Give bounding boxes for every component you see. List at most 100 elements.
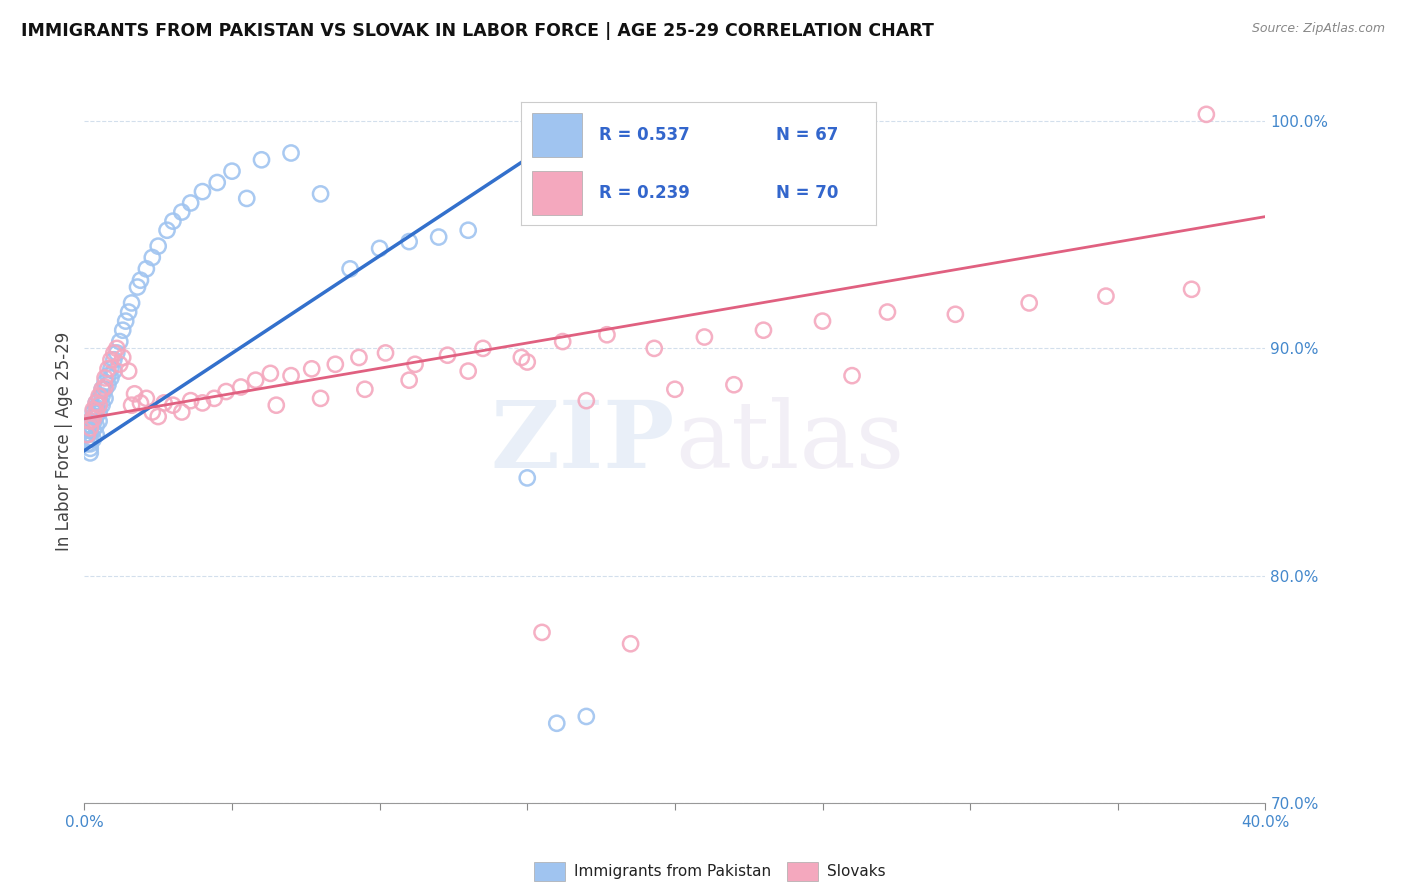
Point bbox=[325, 357, 347, 371]
Point bbox=[76, 418, 98, 433]
Point bbox=[76, 427, 98, 442]
Text: IMMIGRANTS FROM PAKISTAN VS SLOVAK IN LABOR FORCE | AGE 25-29 CORRELATION CHART: IMMIGRANTS FROM PAKISTAN VS SLOVAK IN LA… bbox=[21, 22, 934, 40]
Point bbox=[245, 373, 267, 387]
Point bbox=[546, 716, 568, 731]
Point bbox=[84, 418, 107, 433]
Point bbox=[103, 352, 125, 367]
Point bbox=[84, 396, 107, 410]
Point bbox=[620, 637, 643, 651]
Point bbox=[87, 414, 111, 428]
Point bbox=[76, 437, 98, 451]
Point bbox=[87, 389, 111, 403]
Point bbox=[1195, 107, 1218, 121]
Point bbox=[141, 251, 163, 265]
Point bbox=[100, 352, 122, 367]
Point bbox=[82, 432, 104, 446]
Point bbox=[103, 346, 125, 360]
Point bbox=[79, 432, 101, 446]
Point bbox=[79, 442, 101, 456]
Point bbox=[84, 401, 107, 415]
Point bbox=[427, 230, 450, 244]
Point bbox=[945, 307, 967, 321]
Point bbox=[374, 346, 396, 360]
Point bbox=[266, 398, 288, 412]
Point bbox=[76, 423, 98, 437]
Point bbox=[309, 392, 332, 406]
Point bbox=[105, 342, 128, 356]
Point bbox=[339, 261, 361, 276]
Point bbox=[111, 351, 134, 365]
Point bbox=[84, 405, 107, 419]
Point bbox=[347, 351, 370, 365]
Point bbox=[97, 361, 120, 376]
Point bbox=[111, 323, 134, 337]
Point bbox=[87, 405, 111, 419]
Point bbox=[398, 373, 420, 387]
Point bbox=[398, 235, 420, 249]
Point bbox=[129, 273, 152, 287]
Point bbox=[118, 305, 141, 319]
Point bbox=[97, 368, 120, 383]
Point bbox=[162, 398, 184, 412]
Point bbox=[664, 382, 686, 396]
Point bbox=[280, 146, 302, 161]
Point bbox=[82, 409, 104, 424]
Point bbox=[91, 382, 114, 396]
Text: ZIP: ZIP bbox=[491, 397, 675, 486]
Point bbox=[510, 351, 533, 365]
Text: Source: ZipAtlas.com: Source: ZipAtlas.com bbox=[1251, 22, 1385, 36]
Point bbox=[153, 396, 176, 410]
Point bbox=[127, 280, 149, 294]
Point bbox=[91, 398, 114, 412]
Point bbox=[91, 382, 114, 396]
Point bbox=[811, 314, 834, 328]
Point bbox=[79, 414, 101, 428]
Point bbox=[693, 330, 716, 344]
Point bbox=[94, 371, 117, 385]
Point bbox=[129, 396, 152, 410]
Point bbox=[457, 223, 479, 237]
Point bbox=[1095, 289, 1118, 303]
Point bbox=[135, 392, 157, 406]
Point bbox=[472, 342, 495, 356]
Point bbox=[94, 376, 117, 390]
Point bbox=[516, 471, 538, 485]
Point bbox=[91, 389, 114, 403]
Point bbox=[170, 405, 193, 419]
Point bbox=[148, 239, 170, 253]
Point bbox=[84, 396, 107, 410]
Point bbox=[82, 402, 104, 417]
Point bbox=[191, 185, 214, 199]
Point bbox=[108, 334, 131, 349]
Text: atlas: atlas bbox=[675, 397, 904, 486]
Text: Immigrants from Pakistan: Immigrants from Pakistan bbox=[574, 864, 770, 879]
Point bbox=[180, 393, 202, 408]
Point bbox=[97, 377, 120, 392]
Point bbox=[575, 709, 598, 723]
Point bbox=[94, 392, 117, 406]
Point bbox=[841, 368, 863, 383]
Point bbox=[229, 380, 252, 394]
Point bbox=[121, 398, 143, 412]
Point bbox=[82, 417, 104, 431]
Point bbox=[79, 423, 101, 437]
Point bbox=[436, 348, 458, 362]
Point bbox=[207, 176, 229, 190]
Point bbox=[82, 412, 104, 426]
Point bbox=[114, 314, 136, 328]
Point bbox=[191, 396, 214, 410]
Point bbox=[301, 361, 323, 376]
Point bbox=[82, 423, 104, 437]
Point bbox=[94, 382, 117, 396]
Point bbox=[79, 437, 101, 451]
Point bbox=[87, 392, 111, 406]
Point bbox=[404, 357, 426, 371]
Point bbox=[94, 380, 117, 394]
Point bbox=[135, 261, 157, 276]
Point bbox=[202, 392, 225, 406]
Point bbox=[103, 364, 125, 378]
Point bbox=[162, 214, 184, 228]
Point bbox=[221, 164, 243, 178]
Point bbox=[100, 361, 122, 376]
Point bbox=[82, 405, 104, 419]
